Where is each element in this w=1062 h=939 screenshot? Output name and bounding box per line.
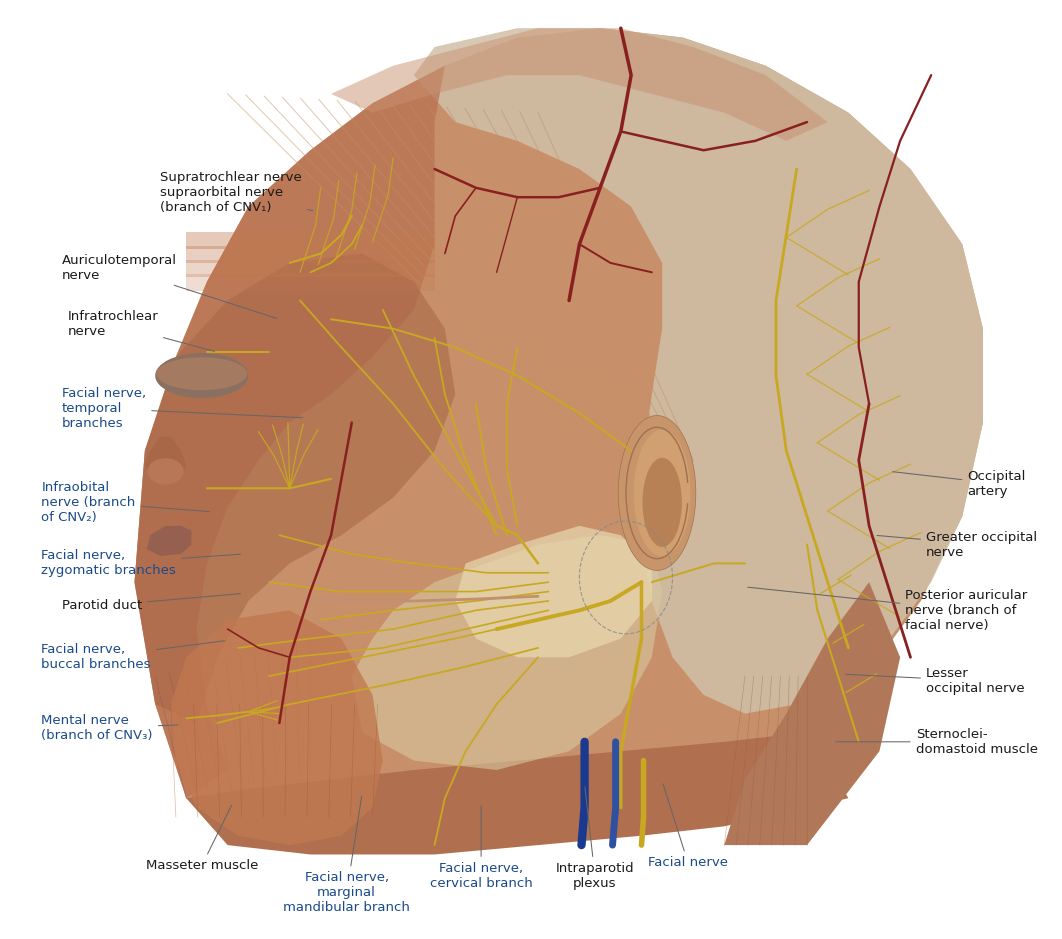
Text: Mental nerve
(branch of CNV₃): Mental nerve (branch of CNV₃) [41,714,178,742]
Ellipse shape [155,353,249,398]
Text: Facial nerve,
buccal branches: Facial nerve, buccal branches [41,640,225,671]
Polygon shape [456,526,652,657]
Text: Infratrochlear
nerve: Infratrochlear nerve [67,310,215,351]
Polygon shape [135,66,445,798]
Text: Supratrochlear nerve
supraorbital nerve
(branch of CNV₁): Supratrochlear nerve supraorbital nerve … [160,171,313,214]
Polygon shape [144,437,186,484]
Text: Facial nerve: Facial nerve [648,784,729,870]
Ellipse shape [634,430,690,556]
Polygon shape [171,610,382,845]
Polygon shape [186,274,434,291]
Text: Masseter muscle: Masseter muscle [145,806,258,872]
Polygon shape [186,260,434,277]
Text: Lesser
occipital nerve: Lesser occipital nerve [846,667,1025,695]
Ellipse shape [643,458,682,546]
Text: Infraobital
nerve (branch
of CNV₂): Infraobital nerve (branch of CNV₂) [41,481,209,524]
Polygon shape [186,232,434,249]
Text: Posterior auricular
nerve (branch of
facial nerve): Posterior auricular nerve (branch of fac… [748,587,1028,632]
Text: Facial nerve,
temporal
branches: Facial nerve, temporal branches [62,387,303,430]
Text: Intraparotid
plexus: Intraparotid plexus [555,787,634,890]
Text: Occipital
artery: Occipital artery [892,470,1026,498]
Polygon shape [147,526,191,556]
Ellipse shape [148,458,184,485]
Ellipse shape [156,358,247,391]
Polygon shape [135,254,456,723]
Ellipse shape [618,415,696,571]
Text: Auriculotemporal
nerve: Auriculotemporal nerve [62,254,277,318]
Text: Sternoclei-
domastoid muscle: Sternoclei- domastoid muscle [836,728,1038,756]
Polygon shape [186,732,849,854]
Polygon shape [352,535,663,770]
Polygon shape [331,28,827,141]
Text: Facial nerve,
marginal
mandibular branch: Facial nerve, marginal mandibular branch [284,796,410,915]
Text: Facial nerve,
cervical branch: Facial nerve, cervical branch [430,806,532,890]
Text: Greater occipital
nerve: Greater occipital nerve [877,531,1038,559]
Polygon shape [186,246,434,263]
Text: Facial nerve,
zygomatic branches: Facial nerve, zygomatic branches [41,549,240,577]
Text: Parotid duct: Parotid duct [62,593,240,612]
Polygon shape [414,28,983,714]
Polygon shape [135,28,983,836]
Polygon shape [724,582,901,845]
